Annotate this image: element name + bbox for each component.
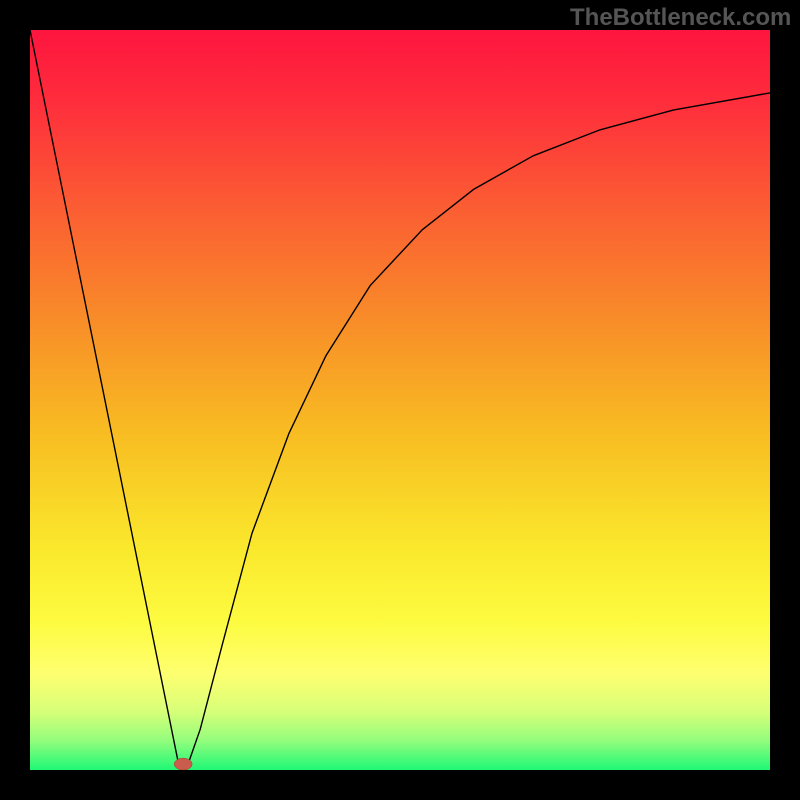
watermark-text: TheBottleneck.com: [570, 4, 791, 32]
gradient-background: [30, 30, 770, 770]
optimal-point-marker: [174, 758, 192, 770]
plot-area: [30, 30, 770, 770]
bottleneck-plot-svg: [30, 30, 770, 770]
